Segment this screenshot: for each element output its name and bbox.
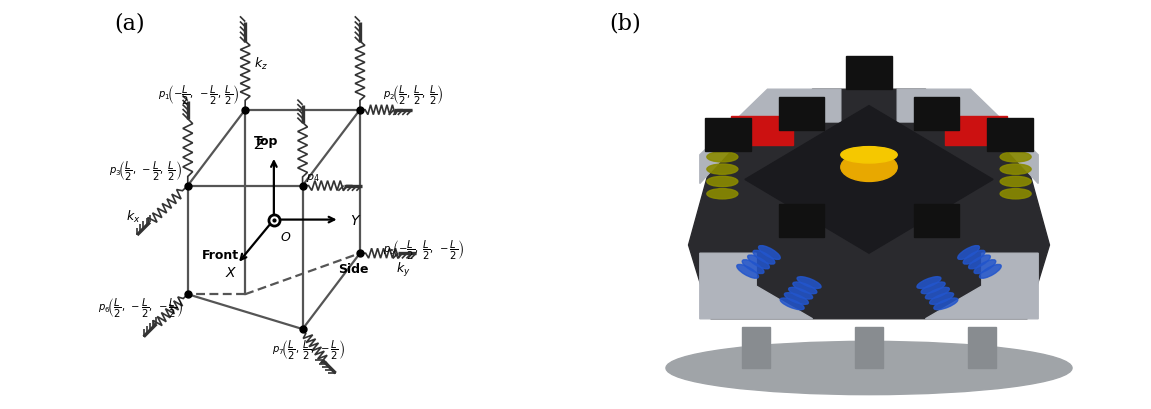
Text: (b): (b) bbox=[610, 12, 641, 34]
Ellipse shape bbox=[840, 147, 898, 164]
Text: $p_5\!\left(-\dfrac{L}{2},\;\dfrac{L}{2},\;-\dfrac{L}{2}\right)$: $p_5\!\left(-\dfrac{L}{2},\;\dfrac{L}{2}… bbox=[382, 238, 464, 261]
Text: $k_z$: $k_z$ bbox=[254, 56, 268, 72]
Text: $Y$: $Y$ bbox=[350, 213, 361, 227]
Text: $k_y$: $k_y$ bbox=[396, 260, 410, 278]
Text: $p_7\!\left(\dfrac{L}{2},\;\dfrac{L}{2},\;-\dfrac{L}{2}\right)$: $p_7\!\left(\dfrac{L}{2},\;\dfrac{L}{2},… bbox=[273, 338, 345, 361]
Polygon shape bbox=[688, 90, 1050, 319]
Bar bbox=[706, 119, 750, 151]
Ellipse shape bbox=[707, 164, 738, 175]
Bar bbox=[779, 98, 824, 131]
Polygon shape bbox=[925, 254, 1038, 319]
Ellipse shape bbox=[1000, 177, 1031, 187]
Ellipse shape bbox=[1000, 152, 1031, 162]
Ellipse shape bbox=[666, 342, 1072, 395]
Ellipse shape bbox=[958, 246, 980, 260]
Bar bbox=[914, 204, 959, 237]
Ellipse shape bbox=[753, 251, 775, 265]
Ellipse shape bbox=[788, 288, 813, 299]
Polygon shape bbox=[745, 106, 993, 254]
Bar bbox=[945, 117, 1007, 145]
Ellipse shape bbox=[707, 177, 738, 187]
Ellipse shape bbox=[1000, 189, 1031, 199]
Ellipse shape bbox=[742, 260, 764, 274]
Polygon shape bbox=[700, 254, 813, 319]
Ellipse shape bbox=[780, 298, 805, 310]
Ellipse shape bbox=[759, 246, 780, 260]
Ellipse shape bbox=[980, 265, 1001, 279]
Ellipse shape bbox=[784, 293, 808, 305]
Text: Top: Top bbox=[253, 134, 277, 147]
Text: $p_2\!\left(\dfrac{L}{2},\;\dfrac{L}{2},\;\dfrac{L}{2}\right)$: $p_2\!\left(\dfrac{L}{2},\;\dfrac{L}{2},… bbox=[382, 83, 443, 106]
Text: (a): (a) bbox=[114, 12, 145, 34]
Text: Side: Side bbox=[338, 263, 368, 276]
Text: $p_1\!\left(-\dfrac{L}{2},\;-\dfrac{L}{2},\;\dfrac{L}{2}\right)$: $p_1\!\left(-\dfrac{L}{2},\;-\dfrac{L}{2… bbox=[158, 83, 239, 106]
Ellipse shape bbox=[798, 277, 821, 289]
Text: $p_3\!\left(\dfrac{L}{2},\;-\dfrac{L}{2},\;\dfrac{L}{2}\right)$: $p_3\!\left(\dfrac{L}{2},\;-\dfrac{L}{2}… bbox=[108, 160, 182, 183]
Text: $k_x$: $k_x$ bbox=[125, 209, 140, 225]
Ellipse shape bbox=[748, 255, 769, 269]
Ellipse shape bbox=[1000, 164, 1031, 175]
Ellipse shape bbox=[969, 255, 990, 269]
Bar bbox=[846, 57, 892, 90]
Text: $Z$: $Z$ bbox=[253, 137, 266, 151]
Text: $p_6\!\left(\dfrac{L}{2},\;-\dfrac{L}{2},\;-\dfrac{L}{2}\right)$: $p_6\!\left(\dfrac{L}{2},\;-\dfrac{L}{2}… bbox=[98, 297, 184, 319]
Ellipse shape bbox=[793, 282, 817, 294]
Bar bbox=[742, 327, 770, 368]
Ellipse shape bbox=[963, 251, 985, 265]
Polygon shape bbox=[700, 90, 840, 184]
Bar bbox=[731, 117, 793, 145]
Ellipse shape bbox=[737, 265, 759, 279]
Bar bbox=[968, 327, 996, 368]
Text: $p_4$: $p_4$ bbox=[306, 172, 320, 184]
Ellipse shape bbox=[933, 298, 958, 310]
Text: $X$: $X$ bbox=[224, 265, 237, 279]
Ellipse shape bbox=[707, 189, 738, 199]
Ellipse shape bbox=[930, 293, 954, 305]
Ellipse shape bbox=[917, 277, 940, 289]
Polygon shape bbox=[898, 90, 1038, 184]
Bar bbox=[988, 119, 1032, 151]
Bar bbox=[914, 98, 959, 131]
Text: Front: Front bbox=[203, 249, 239, 262]
Bar bbox=[855, 327, 883, 368]
Ellipse shape bbox=[921, 282, 945, 294]
Ellipse shape bbox=[707, 152, 738, 162]
Ellipse shape bbox=[974, 260, 996, 274]
Text: $O$: $O$ bbox=[280, 231, 291, 243]
Ellipse shape bbox=[840, 153, 898, 182]
Bar bbox=[779, 204, 824, 237]
Ellipse shape bbox=[925, 288, 950, 299]
